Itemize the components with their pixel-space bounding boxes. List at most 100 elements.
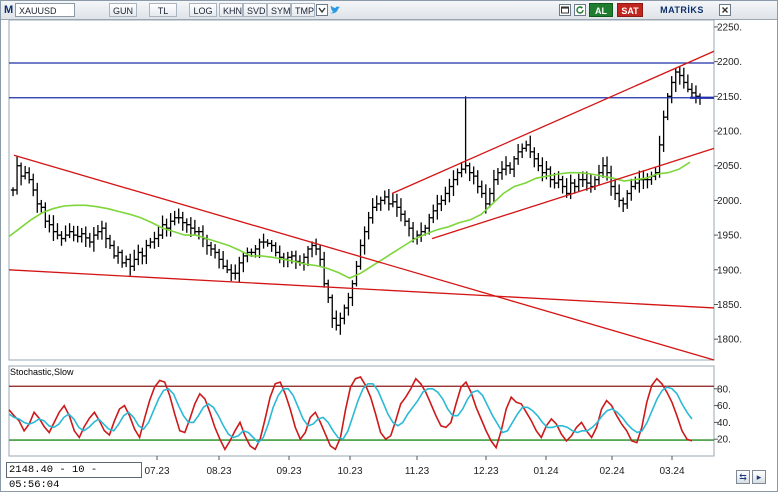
- trend-line-4[interactable]: [431, 147, 715, 240]
- twitter-icon[interactable]: [329, 4, 341, 16]
- ohlc-bar: [447, 178, 452, 203]
- ohlc-bar: [491, 169, 497, 203]
- ohlc-bar: [402, 210, 408, 227]
- ohlc-bar: [301, 253, 307, 271]
- ohlc-bar: [612, 180, 618, 201]
- ohlc-bar: [128, 253, 133, 276]
- ohlc-bar: [564, 178, 569, 198]
- moving-average-line: [8, 161, 691, 279]
- ohlc-bar: [439, 195, 444, 212]
- ohlc-bar: [406, 218, 412, 237]
- ohlc-bar: [519, 143, 525, 159]
- toolbar-button-svd[interactable]: SVD: [243, 3, 267, 17]
- ohlc-bar: [132, 249, 137, 271]
- ohlc-bar: [669, 76, 674, 104]
- chevron-down-icon[interactable]: [316, 4, 328, 16]
- x-tick-label: 02.24: [599, 466, 624, 477]
- ohlc-bar: [568, 174, 573, 200]
- ohlc-bar: [536, 152, 541, 172]
- window-icon[interactable]: [559, 4, 571, 16]
- ohlc-bar: [26, 167, 32, 184]
- price-time-readout: 2148.40 - 10 - 05:56:04: [6, 462, 142, 491]
- trend-line-3[interactable]: [391, 50, 715, 195]
- ohlc-bar: [572, 178, 577, 194]
- ohlc-bar: [265, 239, 270, 247]
- stochastic-k-line: [8, 376, 693, 451]
- scroll-right-icon[interactable]: ▸: [752, 470, 766, 484]
- y-tick-label: 1950.: [717, 231, 742, 242]
- ohlc-bar: [431, 204, 436, 224]
- ohlc-bar: [224, 259, 230, 274]
- buy-button[interactable]: AL: [589, 3, 613, 17]
- y-tick-label: 1850.: [717, 300, 742, 311]
- x-tick-label: 09.23: [276, 466, 301, 477]
- toolbar-button-log[interactable]: LOG: [189, 3, 217, 17]
- ohlc-bar: [91, 227, 97, 252]
- ohlc-bar: [673, 68, 678, 92]
- trend-line-1[interactable]: [13, 154, 715, 361]
- stochastic-d-line: [8, 382, 693, 444]
- ohlc-bar: [55, 223, 60, 240]
- ohlc-bar: [338, 312, 343, 335]
- refresh-icon[interactable]: [574, 4, 586, 16]
- ohlc-bar: [176, 208, 181, 224]
- ohlc-bar: [208, 241, 214, 256]
- toolbar-button-khn[interactable]: KHN: [219, 3, 243, 17]
- trend-line-2[interactable]: [8, 269, 715, 309]
- toolbar-button-tmp[interactable]: TMP: [291, 3, 315, 17]
- app-logo[interactable]: M: [4, 4, 14, 16]
- y-tick-label: 2200.: [717, 57, 742, 68]
- x-tick-label: 08.23: [206, 466, 231, 477]
- ohlc-bar: [148, 237, 153, 249]
- ohlc-bar: [378, 196, 383, 211]
- y-tick-label: 2050.: [717, 161, 742, 172]
- ohlc-bar: [22, 166, 28, 180]
- ohlc-bar: [136, 244, 141, 266]
- y-tick-label: 2150.: [717, 92, 742, 103]
- ohlc-bar: [51, 215, 56, 241]
- toolbar-button-gun[interactable]: GUN: [109, 3, 137, 17]
- x-tick-label: 01.24: [533, 466, 558, 477]
- toolbar-button-tl[interactable]: TL: [149, 3, 177, 17]
- ohlc-bar: [435, 194, 440, 220]
- ohlc-bar: [495, 168, 501, 185]
- ohlc-bar: [99, 220, 105, 240]
- ohlc-bar: [63, 225, 68, 242]
- ohlc-bar: [689, 83, 695, 98]
- ohlc-bar: [362, 226, 367, 255]
- stoch-tick-label: 40.: [717, 418, 731, 429]
- ohlc-bar: [115, 246, 121, 264]
- ohlc-bar: [79, 227, 84, 243]
- ohlc-bar: [305, 246, 311, 267]
- sync-icon[interactable]: ⇆: [736, 470, 750, 484]
- close-icon[interactable]: [719, 4, 731, 16]
- ohlc-bar: [366, 211, 371, 240]
- x-tick-label: 07.23: [144, 466, 169, 477]
- ohlc-bar: [459, 161, 464, 178]
- symbol-field[interactable]: XAUUSD: [15, 3, 75, 17]
- ohlc-bar: [95, 224, 101, 240]
- y-tick-label: 2250.: [717, 22, 742, 33]
- ohlc-bar: [483, 184, 489, 214]
- brand-logo: MATRİKS: [660, 5, 704, 15]
- ohlc-bar: [164, 218, 169, 237]
- ohlc-bar: [471, 166, 476, 185]
- ohlc-bar: [548, 166, 553, 188]
- ohlc-bar: [443, 186, 448, 206]
- ohlc-bar: [354, 260, 359, 287]
- ohlc-bar: [71, 225, 76, 242]
- ohlc-bar: [111, 240, 117, 259]
- ohlc-bar: [685, 74, 691, 93]
- ohlc-bar: [467, 162, 472, 182]
- sell-button[interactable]: SAT: [617, 3, 643, 17]
- ohlc-bar: [168, 213, 173, 237]
- ohlc-bar: [188, 217, 194, 237]
- price-pane[interactable]: [8, 19, 715, 361]
- toolbar-button-sym[interactable]: SYM: [267, 3, 291, 17]
- ohlc-bar: [382, 190, 387, 205]
- ohlc-bar: [588, 174, 594, 193]
- ohlc-bar: [67, 223, 72, 239]
- ohlc-bar: [681, 67, 687, 89]
- ohlc-bar: [313, 238, 319, 256]
